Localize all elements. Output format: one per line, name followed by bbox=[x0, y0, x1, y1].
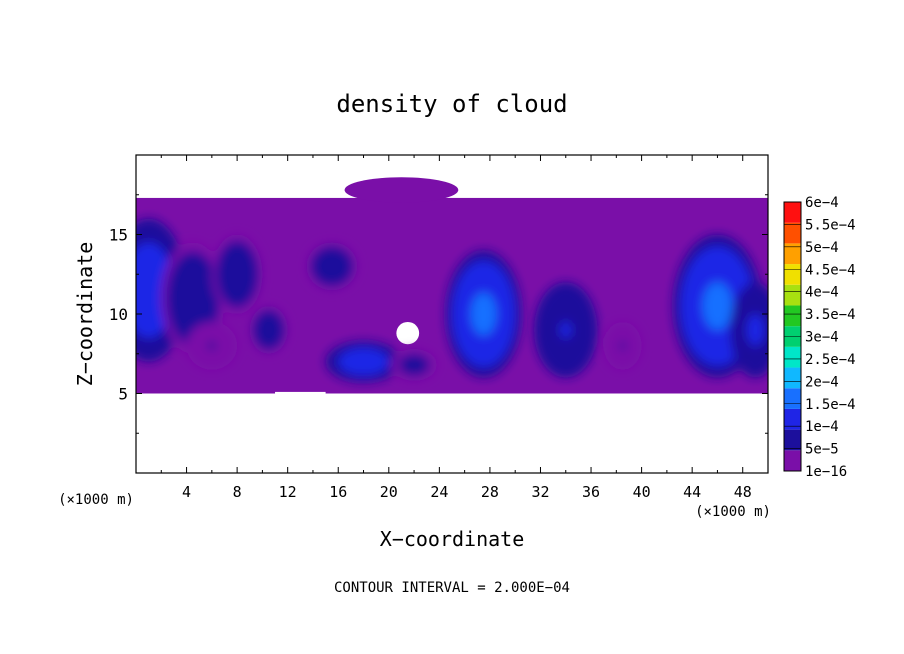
colorbar-swatch bbox=[784, 284, 801, 306]
x-tick-label: 16 bbox=[329, 483, 347, 501]
chart-title: density of cloud bbox=[336, 90, 567, 118]
colorbar-swatch bbox=[784, 305, 801, 327]
density-contour-10-5 bbox=[619, 341, 626, 350]
colorbar-label: 1.5e−4 bbox=[805, 397, 856, 413]
x-tick-label: 36 bbox=[582, 483, 600, 501]
colorbar-swatch bbox=[784, 346, 801, 368]
colorbar: 1e−16 5e−5 1e−4 1.5e−4 2e−4 2.5e−4 3e−4 3.5e−4 4… bbox=[783, 195, 856, 480]
colorbar-label: 3.5e−4 bbox=[805, 307, 856, 323]
colorbar-swatch bbox=[784, 408, 801, 430]
colorbar-label: 2e−4 bbox=[805, 374, 839, 390]
x-tick-label: 20 bbox=[380, 483, 398, 501]
y-tick-label: 15 bbox=[109, 226, 128, 245]
colorbar-label: 1e−16 bbox=[805, 464, 847, 480]
colorbar-label: 4e−4 bbox=[805, 285, 839, 301]
cloud-hole bbox=[396, 321, 420, 345]
y-tick-label: 10 bbox=[109, 305, 128, 324]
colorbar-swatch bbox=[784, 429, 801, 451]
y-axis-label: Z−coordinate bbox=[73, 242, 97, 387]
x-tick-label: 44 bbox=[683, 483, 701, 501]
x-tick-label: 32 bbox=[531, 483, 549, 501]
plot-area bbox=[136, 177, 768, 407]
density-contour-4-5 bbox=[265, 325, 272, 334]
cloud-gap bbox=[275, 391, 326, 407]
x-tick-label: 4 bbox=[182, 483, 191, 501]
colorbar-label: 2.5e−4 bbox=[805, 352, 856, 368]
x-tick-label: 40 bbox=[633, 483, 651, 501]
colorbar-label: 4.5e−4 bbox=[805, 262, 856, 278]
colorbar-swatch bbox=[784, 367, 801, 389]
contour-interval-note: CONTOUR INTERVAL = 2.000E−04 bbox=[334, 580, 570, 596]
colorbar-label: 6e−4 bbox=[805, 195, 839, 211]
density-contour-1-5 bbox=[187, 288, 199, 308]
density-contour-8-5 bbox=[477, 303, 490, 325]
density-contour-9-5 bbox=[560, 321, 572, 338]
density-contour-3-5 bbox=[207, 341, 217, 350]
density-contour-2-5 bbox=[232, 267, 242, 281]
x-tick-label: 24 bbox=[430, 483, 448, 501]
x-tick-label: 28 bbox=[481, 483, 499, 501]
colorbar-label: 5.5e−4 bbox=[805, 217, 856, 233]
density-contour-0-5 bbox=[142, 278, 155, 303]
y-tick-label: 5 bbox=[118, 385, 128, 404]
colorbar-swatch bbox=[784, 388, 801, 409]
density-contour-12-5 bbox=[751, 321, 760, 338]
colorbar-swatch bbox=[784, 264, 801, 285]
density-contours bbox=[136, 218, 768, 383]
x-tick-label: 48 bbox=[734, 483, 752, 501]
density-contour-11-5 bbox=[710, 294, 725, 318]
density-contour-6-5 bbox=[357, 358, 370, 366]
x-axis-label: X−coordinate bbox=[380, 527, 525, 551]
x-tick-label: 12 bbox=[279, 483, 297, 501]
cloud-cap bbox=[344, 177, 459, 203]
colorbar-label: 5e−4 bbox=[805, 240, 839, 256]
colorbar-swatch bbox=[784, 243, 801, 265]
x-tick-label: 8 bbox=[233, 483, 242, 501]
x-axis-unit-right: (×1000 m) bbox=[695, 504, 771, 520]
colorbar-label: 5e−5 bbox=[805, 442, 839, 458]
colorbar-swatch bbox=[784, 450, 801, 471]
colorbar-swatch bbox=[784, 202, 801, 223]
colorbar-label: 1e−4 bbox=[805, 419, 839, 435]
colorbar-label: 3e−4 bbox=[805, 330, 839, 346]
density-contour-7-5 bbox=[410, 362, 418, 368]
colorbar-swatch bbox=[784, 222, 801, 244]
x-axis-unit-left: (×1000 m) bbox=[58, 492, 134, 508]
density-contour-5-5 bbox=[327, 262, 337, 271]
